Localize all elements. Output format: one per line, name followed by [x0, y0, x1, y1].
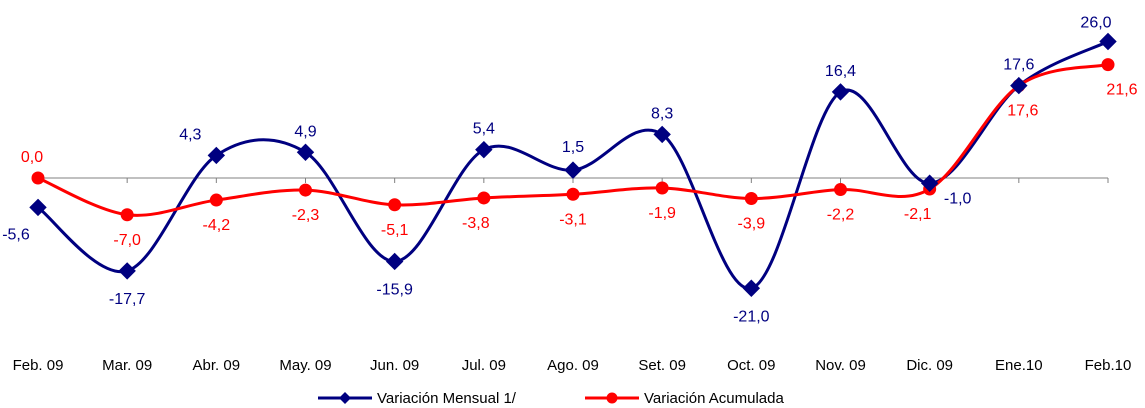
data-label-acumulada: -5,1	[381, 222, 409, 239]
data-label-acumulada: -3,9	[738, 215, 766, 232]
marker-mensual-point	[475, 140, 493, 159]
x-tick-label: Feb. 09	[13, 357, 64, 374]
marker-mensual-point	[920, 174, 939, 192]
x-tick-label: Ago. 09	[547, 357, 599, 374]
legend-label: Variación Mensual 1/	[377, 390, 517, 407]
marker-mensual-point	[564, 161, 582, 179]
x-tick-label: Ene.10	[995, 357, 1043, 374]
x-tick-label: Abr. 09	[193, 357, 241, 374]
data-label-acumulada: -3,8	[462, 215, 490, 232]
marker-mensual-point	[831, 83, 850, 101]
data-label-mensual: 8,3	[651, 105, 673, 122]
x-tick-label: May. 09	[279, 357, 331, 374]
x-tick-label: Jul. 09	[462, 357, 506, 374]
data-label-acumulada: -2,1	[904, 206, 932, 223]
data-label-acumulada: -7,0	[113, 232, 141, 249]
x-tick-label: Feb.10	[1085, 357, 1132, 374]
data-label-acumulada: -2,2	[827, 207, 855, 224]
marker-mensual-point	[385, 252, 404, 271]
marker-mensual-point	[296, 143, 315, 161]
marker-acumulada-point	[744, 191, 758, 205]
data-label-mensual: -1,0	[944, 190, 972, 207]
marker-mensual-point	[118, 262, 136, 280]
data-label-acumulada: 17,6	[1007, 103, 1038, 120]
marker-mensual-point	[742, 279, 761, 297]
data-label-acumulada: -4,2	[203, 217, 231, 234]
series-markers	[29, 32, 1117, 297]
data-label-acumulada: -3,1	[559, 211, 587, 228]
x-tick-label: Oct. 09	[727, 357, 775, 374]
x-tick-labels: Feb. 09 Mar. 09 Abr. 09 May. 09 Jun. 09 Jul. …	[13, 357, 1132, 374]
marker-acumulada-point	[1101, 58, 1115, 72]
data-label-mensual: 16,4	[825, 63, 856, 80]
marker-acumulada-point	[477, 191, 491, 205]
data-label-mensual: 4,3	[179, 126, 201, 143]
x-tick-label: Mar. 09	[102, 357, 152, 374]
x-tick-label: Dic. 09	[906, 357, 953, 374]
marker-acumulada-point	[299, 183, 312, 197]
data-label-mensual: -15,9	[376, 281, 413, 298]
data-label-acumulada: 21,6	[1106, 82, 1137, 99]
marker-mensual-point	[207, 146, 226, 165]
marker-acumulada-point	[388, 198, 402, 212]
data-label-mensual: -17,7	[109, 291, 146, 308]
marker-acumulada-point	[655, 181, 669, 195]
legend: Variación Mensual 1/Variación Acumulada	[318, 390, 784, 407]
data-label-mensual: -5,6	[2, 226, 30, 243]
data-label-acumulada: -2,3	[292, 207, 320, 224]
data-label-mensual: 5,4	[473, 121, 495, 138]
data-label-acumulada: 0,0	[21, 149, 43, 166]
legend-marker-circle	[606, 392, 618, 404]
data-label-mensual: 26,0	[1080, 15, 1111, 32]
marker-acumulada-point	[834, 183, 847, 197]
marker-acumulada-point	[209, 193, 223, 207]
marker-acumulada-point	[120, 208, 134, 222]
data-label-acumulada: -1,9	[648, 205, 676, 222]
legend-marker-diamond	[339, 392, 351, 404]
x-tick-label: Nov. 09	[815, 357, 866, 374]
marker-mensual-point	[653, 125, 671, 144]
marker-mensual-point	[1099, 32, 1117, 51]
legend-label: Variación Acumulada	[644, 390, 784, 407]
marker-mensual-point	[29, 198, 47, 217]
x-tick-label: Jun. 09	[370, 357, 419, 374]
data-label-mensual: -21,0	[733, 308, 770, 325]
marker-mensual-point	[1010, 76, 1028, 95]
marker-acumulada-point	[31, 171, 45, 185]
data-label-mensual: 1,5	[562, 139, 584, 156]
x-tick-label: Set. 09	[638, 357, 686, 374]
marker-acumulada-point	[566, 187, 580, 201]
data-label-mensual: 4,9	[294, 123, 316, 140]
data-label-mensual: 17,6	[1003, 57, 1034, 74]
data-labels: -5,6 -17,7 4,3 4,9 -15,9 5,4 1,5 8,3 -21,0 16,4 -1…	[2, 15, 1137, 326]
